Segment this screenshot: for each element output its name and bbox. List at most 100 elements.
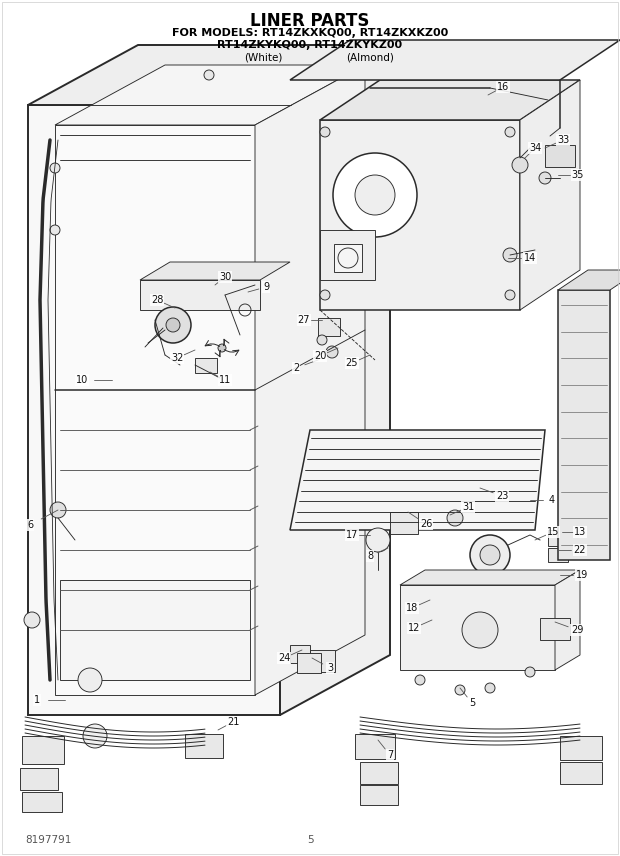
Text: 20: 20 (314, 351, 326, 361)
Text: 32: 32 (171, 353, 183, 363)
Text: 6: 6 (27, 520, 33, 530)
Text: 35: 35 (572, 170, 584, 180)
Text: 33: 33 (557, 135, 569, 145)
Circle shape (503, 248, 517, 262)
Circle shape (455, 685, 465, 695)
Text: (White): (White) (244, 52, 282, 62)
Bar (560, 736, 602, 760)
Text: 26: 26 (420, 519, 432, 529)
Bar (548, 530, 568, 546)
Text: RT14ZKYKQ00, RT14ZKYKZ00: RT14ZKYKQ00, RT14ZKYKZ00 (218, 40, 402, 50)
Circle shape (462, 612, 498, 648)
Polygon shape (400, 570, 580, 585)
Circle shape (480, 545, 500, 565)
Text: 8: 8 (367, 551, 373, 561)
Bar (552, 575, 574, 591)
Text: 21: 21 (227, 717, 239, 727)
Bar (334, 244, 362, 272)
Text: 28: 28 (151, 295, 163, 305)
Circle shape (50, 225, 60, 235)
Polygon shape (320, 80, 580, 120)
Bar (548, 548, 568, 562)
Polygon shape (55, 125, 255, 695)
Text: 5: 5 (469, 698, 475, 708)
Text: 16: 16 (497, 82, 509, 92)
Bar (195, 358, 217, 373)
Text: 3: 3 (327, 663, 333, 673)
Polygon shape (555, 570, 580, 670)
Circle shape (155, 307, 191, 343)
Text: 29: 29 (571, 625, 583, 635)
Circle shape (218, 344, 226, 352)
Text: 8197791: 8197791 (25, 835, 71, 845)
Text: FOR MODELS: RT14ZKXKQ00, RT14ZKXKZ00: FOR MODELS: RT14ZKXKQ00, RT14ZKXKZ00 (172, 28, 448, 38)
Circle shape (50, 163, 60, 173)
Text: 22: 22 (574, 545, 587, 555)
Bar (60, 580, 250, 680)
Circle shape (166, 318, 180, 332)
Polygon shape (140, 262, 290, 280)
Bar (20, 768, 58, 790)
Polygon shape (520, 80, 580, 310)
Text: 13: 13 (574, 527, 586, 537)
Text: 10: 10 (76, 375, 88, 385)
Circle shape (333, 153, 417, 237)
Circle shape (485, 683, 495, 693)
Bar (320, 230, 375, 280)
Polygon shape (280, 45, 390, 715)
Circle shape (539, 172, 551, 184)
Text: 18: 18 (406, 603, 418, 613)
Circle shape (512, 157, 528, 173)
Circle shape (317, 335, 327, 345)
Polygon shape (558, 270, 620, 290)
Text: 5: 5 (307, 835, 313, 845)
Text: 27: 27 (298, 315, 310, 325)
Circle shape (204, 70, 214, 80)
Text: 24: 24 (278, 653, 290, 663)
Bar (297, 653, 321, 673)
Circle shape (78, 668, 102, 692)
Text: 14: 14 (524, 253, 536, 263)
Bar (390, 512, 418, 534)
Circle shape (320, 290, 330, 300)
Circle shape (505, 290, 515, 300)
Text: 19: 19 (576, 570, 588, 580)
Bar (355, 734, 395, 759)
Polygon shape (55, 65, 365, 125)
Bar (540, 618, 570, 640)
Circle shape (355, 175, 395, 215)
Text: 1: 1 (34, 695, 40, 705)
Polygon shape (28, 45, 390, 105)
Bar (22, 736, 64, 764)
Text: 15: 15 (547, 527, 559, 537)
Text: 9: 9 (263, 282, 269, 292)
Circle shape (366, 528, 390, 552)
Text: 11: 11 (219, 375, 231, 385)
Text: 12: 12 (408, 623, 420, 633)
Polygon shape (28, 105, 280, 715)
Circle shape (326, 346, 338, 358)
Circle shape (525, 667, 535, 677)
Text: 31: 31 (462, 502, 474, 512)
Text: 25: 25 (346, 358, 358, 368)
Text: 4: 4 (549, 495, 555, 505)
Polygon shape (290, 430, 545, 530)
Bar (22, 792, 62, 812)
Circle shape (24, 612, 40, 628)
Text: (Almond): (Almond) (346, 52, 394, 62)
Circle shape (447, 510, 463, 526)
Circle shape (50, 502, 66, 518)
Text: 2: 2 (293, 363, 299, 373)
Bar (310, 650, 335, 672)
Circle shape (470, 535, 510, 575)
Text: 7: 7 (387, 750, 393, 760)
Bar (318, 318, 340, 336)
Bar (545, 145, 575, 167)
Bar (140, 280, 260, 310)
Polygon shape (290, 40, 620, 80)
Bar (360, 785, 398, 805)
Circle shape (415, 675, 425, 685)
Text: 17: 17 (346, 530, 358, 540)
Text: 34: 34 (529, 143, 541, 153)
Polygon shape (558, 290, 610, 560)
